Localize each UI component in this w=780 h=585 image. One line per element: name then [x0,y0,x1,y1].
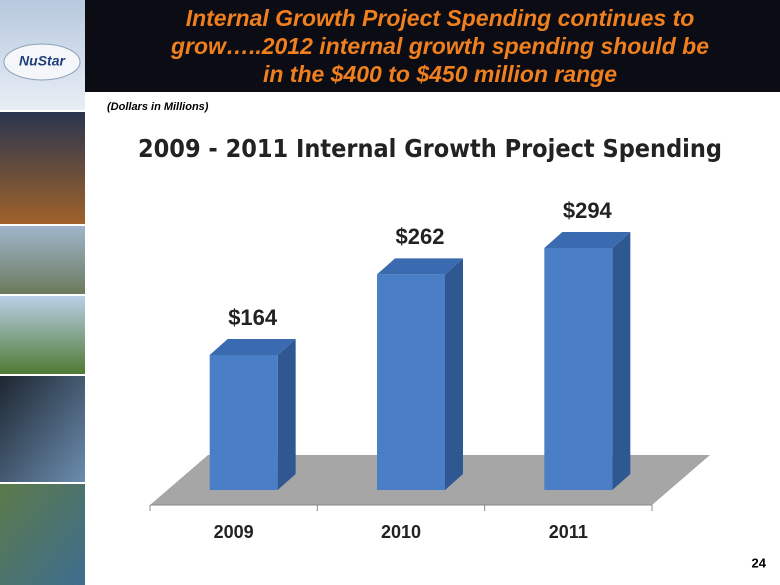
slide-title: Internal Growth Project Spending continu… [170,5,709,87]
value-label: $294 [563,198,613,223]
photo [0,226,85,294]
photo [0,296,85,374]
bar-front [209,355,278,490]
title-line: Internal Growth Project Spending continu… [186,5,695,31]
bar-front [544,248,613,490]
chart-title: 2009 - 2011 Internal Growth Project Spen… [138,134,722,163]
page-number: 24 [752,555,767,570]
bar-top [377,258,463,275]
bar-top [209,339,296,356]
x-tick-label: 2010 [381,522,421,542]
bar-top [544,232,631,249]
units-note: (Dollars in Millions) [107,101,209,113]
bar [377,258,463,490]
photo [0,376,85,482]
logo-tank [3,43,81,81]
value-label: $262 [396,224,445,249]
logo: NuStar [19,53,66,69]
title-banner [85,0,780,92]
value-label: $164 [228,305,278,330]
bar [209,339,296,490]
bar-side [612,232,631,490]
title-line: in the $400 to $450 million range [263,61,617,87]
bar-side [445,258,463,490]
title-line: grow…..2012 internal growth spending sho… [170,33,709,59]
bar [544,232,631,490]
x-tick-label: 2011 [549,522,588,542]
x-tick-label: 2009 [214,522,254,542]
photo [0,112,85,224]
bar-side [277,339,296,490]
photo [0,484,85,585]
bar-front [377,274,445,490]
